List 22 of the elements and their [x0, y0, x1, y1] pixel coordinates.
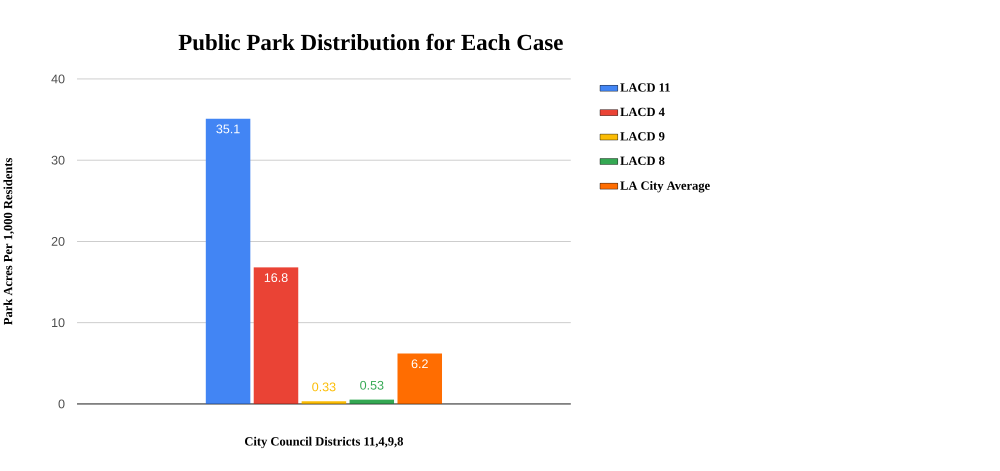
- bar: [206, 118, 250, 404]
- legend-label: LA City Average: [620, 180, 710, 192]
- y-tick-label: 20: [52, 236, 65, 246]
- y-tick-label: 30: [52, 156, 65, 165]
- data-label: 0.33: [312, 382, 336, 392]
- bar: [397, 353, 442, 404]
- x-axis-title: City Council Districts 11,4,9,8: [244, 436, 404, 448]
- y-tick-label: 40: [51, 74, 65, 84]
- y-axis-title: Park Acres Per 1,000 Residents: [3, 158, 14, 325]
- data-label: 35.1: [216, 124, 240, 134]
- data-label: 16.8: [264, 273, 288, 282]
- bar: [254, 267, 298, 404]
- y-tick-label: 0: [58, 399, 65, 408]
- y-tick-label: 10: [52, 318, 65, 328]
- data-label: 0.53: [360, 380, 384, 390]
- legend-label: LACD 9: [620, 132, 664, 140]
- legend-label: LACD 11: [620, 83, 670, 92]
- legend-label: LACD 4: [620, 108, 665, 116]
- legend-label: LACD 8: [620, 156, 664, 165]
- bar: [350, 400, 394, 404]
- data-label: 6.2: [412, 359, 428, 368]
- chart-title: Public Park Distribution for Each Case: [178, 34, 563, 50]
